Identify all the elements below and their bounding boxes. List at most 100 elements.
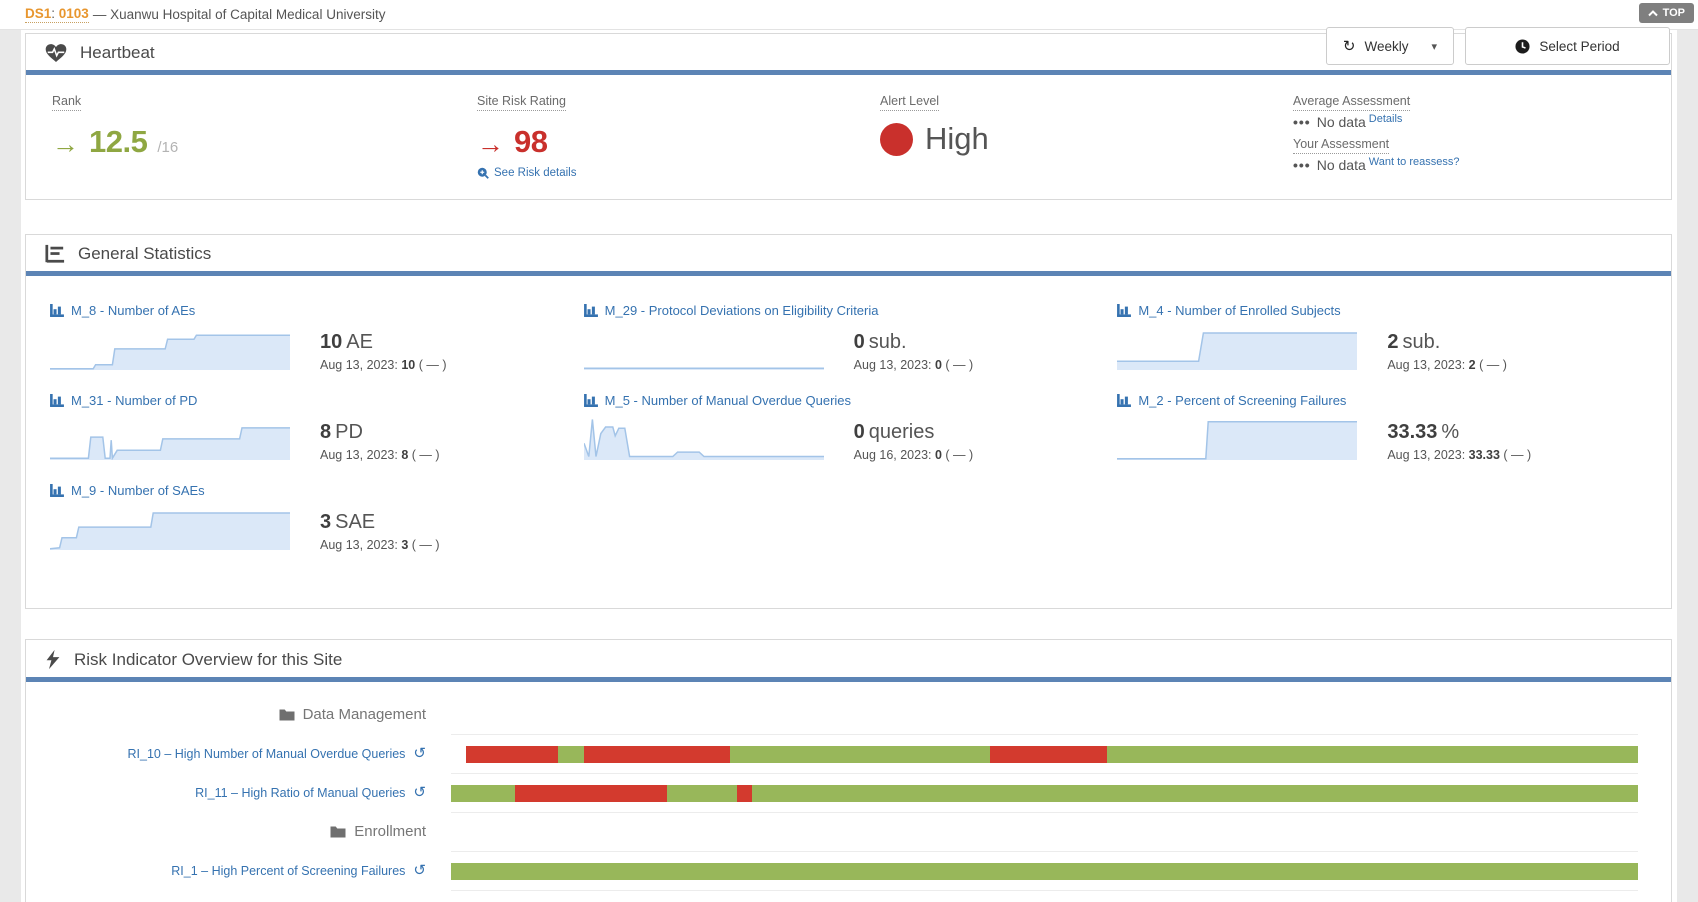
- metric-card: M_4 - Number of Enrolled Subjects 2 sub. …: [1117, 303, 1651, 372]
- metric-value-line: 0 sub.: [854, 331, 974, 354]
- lightning-bolt-icon: [46, 649, 60, 670]
- risk-status-bar[interactable]: [451, 745, 1638, 763]
- risk-indicator-row: RI_10 – High Number of Manual Overdue Qu…: [26, 734, 1671, 773]
- metric-card: M_29 - Protocol Deviations on Eligibilit…: [583, 303, 1118, 372]
- risk-category-row: Enrollment: [26, 812, 1671, 851]
- average-assessment-value: ••• No data Details: [1293, 113, 1403, 130]
- magnifier-plus-icon: [477, 167, 489, 179]
- see-risk-details-link[interactable]: See Risk details: [477, 167, 867, 179]
- your-assessment-label[interactable]: Your Assessment: [1293, 137, 1390, 154]
- scroll-to-top-button[interactable]: TOP: [1638, 3, 1694, 23]
- metric-value-line: 8 PD: [320, 421, 440, 444]
- metric-label: M_2 - Percent of Screening Failures: [1138, 393, 1347, 408]
- metric-value-line: 0 queries: [854, 421, 974, 444]
- chart-icon: [583, 304, 598, 317]
- rank-label[interactable]: Rank: [52, 94, 82, 111]
- site-risk-label[interactable]: Site Risk Rating: [477, 94, 566, 111]
- alert-level-value: High: [925, 121, 989, 156]
- metric-value: 10: [320, 331, 343, 353]
- heartbeat-title: Heartbeat: [80, 43, 155, 62]
- metric-card: M_31 - Number of PD 8 PD Aug 13, 2023: 8 …: [50, 393, 584, 462]
- metric-unit: sub.: [868, 331, 907, 353]
- clock-icon: [1515, 38, 1530, 54]
- risk-indicator-link[interactable]: RI_11 – High Ratio of Manual Queries: [195, 785, 406, 800]
- heartbeat-icon: [45, 44, 67, 62]
- rank-value: 12.5: [89, 124, 148, 159]
- risk-status-bar[interactable]: [451, 862, 1638, 880]
- metric-value-line: 33.33%: [1387, 421, 1531, 444]
- metric-latest-reading: Aug 13, 2023: 2 ( — ): [1387, 358, 1507, 372]
- period-dropdown[interactable]: ↻ Weekly ▾: [1325, 27, 1454, 65]
- metric-link[interactable]: M_29 - Protocol Deviations on Eligibilit…: [583, 303, 879, 318]
- metric-value: 0: [853, 331, 865, 353]
- history-icon[interactable]: ↺: [413, 784, 426, 801]
- ellipsis-icon: •••: [1293, 157, 1311, 173]
- chevron-down-icon: ▾: [1431, 40, 1437, 53]
- risk-indicator-row: RI_11 – High Ratio of Manual Queries ↺: [26, 773, 1671, 812]
- metric-link[interactable]: M_2 - Percent of Screening Failures: [1117, 393, 1346, 408]
- refresh-icon: ↻: [1342, 38, 1356, 55]
- ellipsis-icon: •••: [1293, 114, 1311, 130]
- breadcrumb-site[interactable]: DS1: 0103: [25, 6, 89, 23]
- site-risk-value: 98: [514, 124, 548, 159]
- metric-link[interactable]: M_5 - Number of Manual Overdue Queries: [583, 393, 852, 408]
- metric-label: M_4 - Number of Enrolled Subjects: [1138, 303, 1341, 318]
- bar-segment-red: [989, 745, 1108, 763]
- bar-segment-red: [737, 784, 753, 802]
- history-icon[interactable]: ↺: [413, 862, 426, 879]
- trend-arrow-icon: →: [52, 129, 79, 159]
- select-period-button[interactable]: Select Period: [1465, 27, 1670, 65]
- your-assessment-value: ••• No data Want to reassess?: [1293, 156, 1460, 173]
- left-gutter: [0, 30, 21, 902]
- bar-segment-red: [583, 745, 730, 763]
- metric-latest-reading: Aug 13, 2023: 33.33 ( — ): [1387, 448, 1532, 462]
- metric-link[interactable]: M_9 - Number of SAEs: [50, 483, 205, 498]
- panel-accent-rule: [26, 271, 1671, 276]
- risk-overview-title: Risk Indicator Overview for this Site: [74, 649, 343, 669]
- select-period-label: Select Period: [1539, 38, 1620, 54]
- alert-status-dot: [880, 122, 913, 156]
- bar-segment-green: [451, 784, 516, 802]
- see-risk-details-label: See Risk details: [494, 167, 577, 179]
- history-icon[interactable]: ↺: [413, 745, 426, 762]
- site-name: — Xuanwu Hospital of Capital Medical Uni…: [92, 7, 386, 22]
- risk-overview-panel: Risk Indicator Overview for this Site Da…: [25, 639, 1672, 902]
- chart-icon: [1117, 394, 1132, 407]
- risk-category-row: Data Management: [26, 695, 1671, 734]
- metric-card: M_5 - Number of Manual Overdue Queries 0…: [583, 393, 1118, 462]
- average-assessment-label[interactable]: Average Assessment: [1293, 94, 1411, 111]
- metric-label: M_8 - Number of AEs: [71, 303, 196, 318]
- metric-unit: PD: [335, 421, 363, 443]
- general-statistics-panel: General Statistics M_8 - Number of AEs 1…: [25, 234, 1672, 609]
- details-link[interactable]: Details: [1368, 113, 1403, 125]
- metric-label: M_5 - Number of Manual Overdue Queries: [604, 393, 852, 408]
- risk-indicator-row: RI_2 – High Percent of Dropouts ↺: [26, 890, 1671, 902]
- metric-unit: SAE: [335, 511, 376, 533]
- bar-segment-green: [752, 784, 1638, 802]
- rank-block: Rank → 12.5 /16: [39, 92, 464, 179]
- chevron-up-icon: [1647, 9, 1658, 16]
- metric-link[interactable]: M_31 - Number of PD: [50, 393, 197, 408]
- metric-unit: sub.: [1402, 331, 1441, 353]
- metric-value: 2: [1387, 331, 1399, 353]
- metric-latest-reading: Aug 16, 2023: 0 ( — ): [853, 448, 974, 462]
- reassess-link[interactable]: Want to reassess?: [1368, 156, 1460, 168]
- risk-overview-header: Risk Indicator Overview for this Site: [26, 640, 1671, 677]
- bar-chart-icon: [45, 244, 65, 263]
- assessment-block: Average Assessment ••• No data Details You…: [1280, 92, 1651, 179]
- bar-segment-red: [515, 784, 668, 802]
- alert-level-label[interactable]: Alert Level: [880, 94, 940, 111]
- metric-link[interactable]: M_4 - Number of Enrolled Subjects: [1117, 303, 1341, 318]
- metric-link[interactable]: M_8 - Number of AEs: [50, 303, 195, 318]
- risk-indicator-link[interactable]: RI_10 – High Number of Manual Overdue Qu…: [127, 746, 406, 761]
- metric-value: 33.33: [1387, 421, 1438, 443]
- risk-indicator-link[interactable]: RI_1 – High Percent of Screening Failure…: [171, 863, 406, 878]
- sparkline-chart: [50, 334, 290, 370]
- metric-label: M_31 - Number of PD: [71, 393, 198, 408]
- sparkline-chart: [50, 427, 290, 460]
- site-risk-block: Site Risk Rating → 98 See Risk details: [464, 92, 867, 179]
- risk-status-bar[interactable]: [451, 784, 1638, 802]
- rank-max: /16: [157, 139, 179, 156]
- metric-value-line: 2 sub.: [1387, 331, 1507, 354]
- top-button-label: TOP: [1662, 7, 1685, 19]
